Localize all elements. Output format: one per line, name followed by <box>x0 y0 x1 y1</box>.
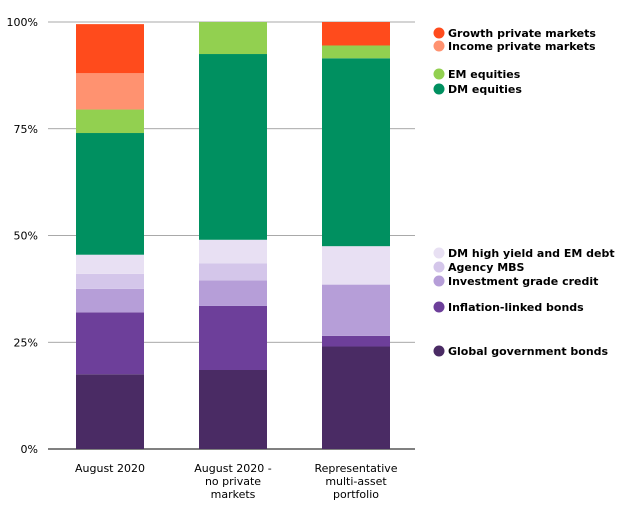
bar-stack-2 <box>199 22 267 449</box>
bar-segment-inflation-linked-bonds <box>322 335 390 347</box>
legend-marker <box>433 301 445 313</box>
legend-item-investment-grade-credit: Investment grade credit <box>433 275 598 288</box>
legend-marker <box>433 68 445 80</box>
legend-label: DM high yield and EM debt <box>448 247 615 260</box>
bar-segment-inflation-linked-bonds <box>76 312 144 375</box>
y-tick-label: 50% <box>14 230 38 243</box>
legend-item-agency-mbs: Agency MBS <box>433 261 525 274</box>
axes: 0% 25% 50% 75% 100% August 2020 August 2020 -n… <box>7 16 398 501</box>
bar-segment-agency-mbs <box>199 263 267 281</box>
legend-marker <box>433 247 445 259</box>
legend-label: Agency MBS <box>448 261 525 274</box>
bar-segment-em-equities <box>322 45 390 59</box>
legend-item-dm-high-yield-and-em-debt: DM high yield and EM debt <box>433 247 615 260</box>
bar-segment-em-equities <box>199 22 267 55</box>
y-tick-label: 25% <box>14 336 38 349</box>
bar-segment-investment-grade-credit <box>322 284 390 336</box>
bar-segment-dm-equities <box>199 54 267 240</box>
bar-segment-dm-high-yield-and-em-debt <box>76 254 144 274</box>
legend-item-global-government-bonds: Global government bonds <box>433 345 609 358</box>
legend-label: Income private markets <box>448 40 596 53</box>
x-tick-label: August 2020 - <box>194 462 271 475</box>
bar-segment-dm-equities <box>322 58 390 247</box>
x-tick-label: no private <box>205 475 261 488</box>
bar-segment-global-government-bonds <box>322 346 390 449</box>
legend-item-dm-equities: DM equities <box>433 83 522 96</box>
bar-segment-dm-high-yield-and-em-debt <box>322 246 390 285</box>
legend-marker <box>433 261 445 273</box>
legend-marker <box>433 27 445 39</box>
bar-stack-1 <box>76 24 144 449</box>
y-tick-label: 0% <box>21 443 38 456</box>
legend-marker <box>433 83 445 95</box>
bar-segment-investment-grade-credit <box>199 280 267 306</box>
bar-segment-dm-equities <box>76 133 144 255</box>
bar-segment-global-government-bonds <box>76 374 144 449</box>
x-tick-label: portfolio <box>333 488 379 501</box>
legend-marker <box>433 275 445 287</box>
legend-label: Inflation-linked bonds <box>448 301 584 314</box>
bars <box>76 22 390 449</box>
legend-label: Growth private markets <box>448 27 596 40</box>
legend-label: EM equities <box>448 68 521 81</box>
bar-segment-growth-private-markets <box>76 24 144 74</box>
bar-stack-3 <box>322 22 390 449</box>
bar-segment-investment-grade-credit <box>76 288 144 313</box>
bar-segment-growth-private-markets <box>322 22 390 46</box>
legend-label: Investment grade credit <box>448 275 598 288</box>
x-tick-label: multi-asset <box>325 475 387 488</box>
y-tick-label: 100% <box>7 16 38 29</box>
x-tick-label: August 2020 <box>75 462 145 475</box>
bar-segment-agency-mbs <box>76 273 144 289</box>
legend-item-inflation-linked-bonds: Inflation-linked bonds <box>433 301 584 314</box>
x-tick-label: Representative <box>314 462 397 475</box>
legend-item-income-private-markets: Income private markets <box>433 40 596 53</box>
legend-marker <box>433 40 445 52</box>
bar-segment-income-private-markets <box>76 73 144 110</box>
y-tick-label: 75% <box>14 123 38 136</box>
legend-item-growth-private-markets: Growth private markets <box>433 27 596 40</box>
legend-item-em-equities: EM equities <box>433 68 521 81</box>
legend-label: Global government bonds <box>448 345 609 358</box>
legend-label: DM equities <box>448 83 522 96</box>
legend-marker <box>433 345 445 357</box>
x-tick-label: markets <box>211 488 256 501</box>
bar-segment-dm-high-yield-and-em-debt <box>199 239 267 264</box>
bar-segment-inflation-linked-bonds <box>199 305 267 371</box>
bar-segment-em-equities <box>76 109 144 134</box>
bar-segment-global-government-bonds <box>199 370 267 449</box>
